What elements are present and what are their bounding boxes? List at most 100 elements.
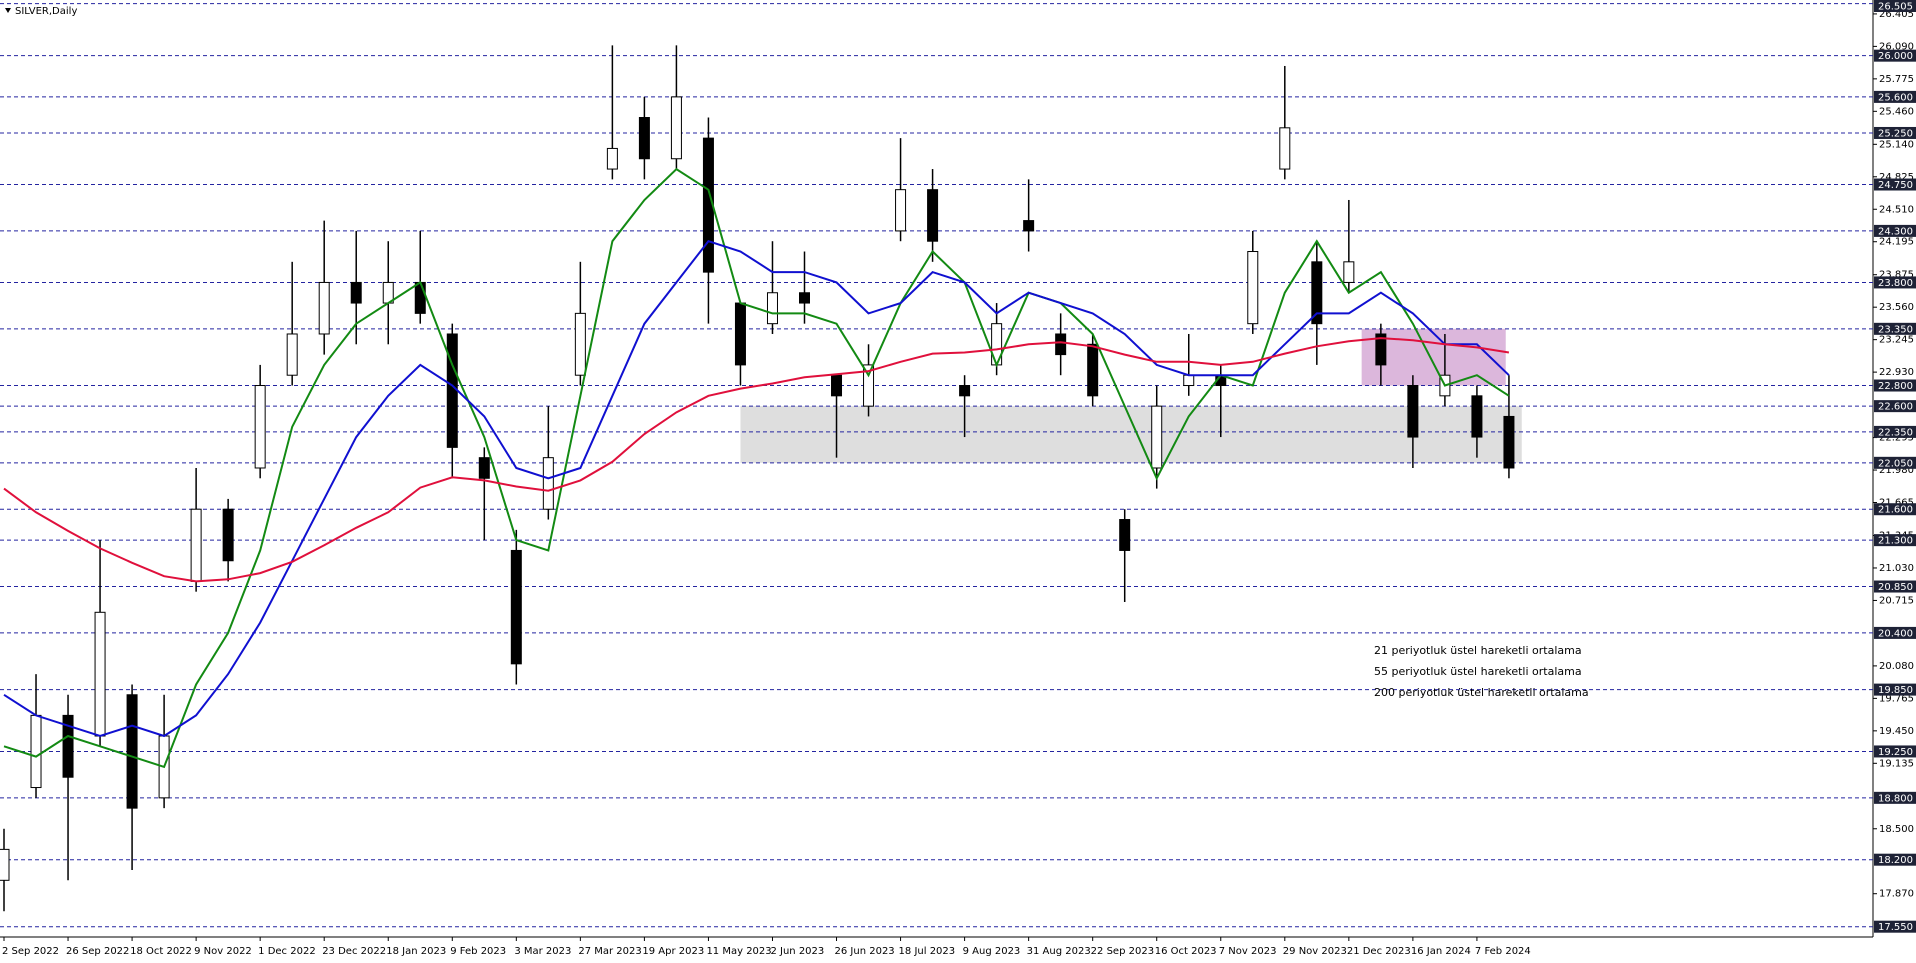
candle-body: [1119, 519, 1131, 551]
level-label-box: [1874, 224, 1916, 237]
level-label-box: [1874, 853, 1916, 866]
candle-body: [94, 611, 106, 737]
level-label-box: [1874, 0, 1916, 12]
x-tick-label: 22 Sep 2023: [1091, 946, 1154, 957]
x-tick-label: 2 Jun 2023: [770, 946, 824, 957]
y-tick-label: 24.825: [1879, 172, 1914, 183]
y-tick-label: 23.560: [1879, 302, 1914, 313]
y-tick-label: 21.030: [1879, 563, 1914, 574]
candle-body: [1311, 261, 1323, 325]
candle-body: [895, 189, 907, 232]
candle-body: [0, 848, 10, 881]
y-tick-label: 24.195: [1879, 237, 1914, 248]
x-tick-label: 27 Mar 2023: [578, 946, 641, 957]
level-label-box: [1874, 400, 1916, 413]
zone: [740, 406, 1522, 463]
level-label-box: [1874, 626, 1916, 639]
x-tick-label: 18 Oct 2022: [130, 946, 192, 957]
legend-label: 21 periyotluk üstel hareketli ortalama: [1374, 644, 1582, 657]
candle-body: [927, 189, 939, 242]
level-label-box: [1874, 683, 1916, 696]
candle-body: [959, 385, 971, 397]
candle-body: [1183, 374, 1195, 387]
y-tick-label: 23.245: [1879, 335, 1914, 346]
y-tick-label: 18.500: [1879, 824, 1914, 835]
y-tick-label: 19.765: [1879, 693, 1914, 704]
y-tick-label: 25.460: [1879, 106, 1914, 117]
ma-line: [3, 337, 1510, 583]
level-label: 21.300: [1878, 536, 1913, 547]
candle-body: [190, 508, 202, 582]
candle-body: [222, 508, 234, 562]
y-tick-label: 19.135: [1879, 758, 1914, 769]
x-tick-label: 3 Mar 2023: [514, 946, 571, 957]
x-tick-label: 31 Aug 2023: [1027, 946, 1091, 957]
level-label: 18.200: [1878, 855, 1913, 866]
x-tick-label: 1 Dec 2022: [258, 946, 316, 957]
level-label: 18.800: [1878, 793, 1913, 804]
y-tick-label: 21.665: [1879, 498, 1914, 509]
x-tick-label: 19 Apr 2023: [642, 946, 704, 957]
y-tick-label: 25.775: [1879, 74, 1914, 85]
level-label-box: [1874, 456, 1916, 469]
level-label-box: [1874, 745, 1916, 758]
x-tick-label: 9 Nov 2022: [194, 946, 252, 957]
candle-body: [1151, 405, 1163, 469]
level-label: 22.350: [1878, 427, 1913, 438]
candle-body: [1407, 385, 1419, 438]
candle-body: [318, 281, 330, 335]
candle-body: [542, 457, 554, 510]
y-tick-label: 26.090: [1879, 41, 1914, 52]
candle-body: [1055, 333, 1067, 356]
level-label-box: [1874, 178, 1916, 191]
level-label-box: [1874, 791, 1916, 804]
x-tick-label: 18 Jan 2023: [386, 946, 446, 957]
x-tick-label: 9 Aug 2023: [963, 946, 1021, 957]
level-label: 19.250: [1878, 747, 1913, 758]
candle-body: [286, 333, 298, 376]
candle-body: [766, 292, 778, 325]
x-tick-label: 26 Jun 2023: [835, 946, 895, 957]
x-tick-label: 23 Dec 2022: [322, 946, 386, 957]
candle-body: [799, 292, 810, 304]
y-tick-label: 24.510: [1879, 204, 1914, 215]
candle-body: [1279, 127, 1291, 170]
level-label-box: [1874, 580, 1916, 593]
level-label-box: [1874, 920, 1916, 933]
y-tick-label: 20.715: [1879, 595, 1914, 606]
level-label: 23.350: [1878, 324, 1913, 335]
candle-body: [414, 281, 426, 314]
candle-body: [606, 147, 618, 170]
candle-body: [478, 457, 490, 479]
y-tick-label: 17.870: [1879, 889, 1914, 900]
level-label: 20.850: [1878, 582, 1913, 593]
candle-body: [831, 374, 843, 397]
level-label-box: [1874, 276, 1916, 289]
x-tick-label: 7 Feb 2024: [1475, 946, 1531, 957]
level-label: 17.550: [1878, 922, 1913, 933]
candle-body: [30, 714, 42, 789]
chart-title: SILVER,Daily: [15, 6, 77, 17]
x-tick-label: 29 Nov 2023: [1283, 946, 1347, 957]
candle-body: [1471, 395, 1483, 438]
legend-label: 200 periyotluk üstel hareketli ortalama: [1374, 686, 1589, 699]
y-tick-label: 19.450: [1879, 726, 1914, 737]
level-label: 19.850: [1878, 685, 1913, 696]
candle-body: [863, 364, 875, 407]
candle-body: [638, 117, 650, 160]
candle-body: [574, 312, 586, 376]
y-tick-label: 25.140: [1879, 139, 1914, 150]
level-label: 21.600: [1878, 505, 1913, 516]
level-label: 24.300: [1878, 226, 1913, 237]
level-label: 26.505: [1878, 2, 1913, 13]
level-label: 23.800: [1878, 278, 1913, 289]
candle-body: [510, 549, 522, 665]
level-label: 25.600: [1878, 92, 1913, 103]
candle-body: [670, 96, 682, 160]
y-tick-label: 26.405: [1879, 9, 1914, 20]
x-tick-label: 18 Jul 2023: [899, 946, 956, 957]
x-tick-label: 7 Nov 2023: [1219, 946, 1277, 957]
candle-body: [734, 302, 746, 366]
menu-arrow[interactable]: [5, 8, 11, 13]
